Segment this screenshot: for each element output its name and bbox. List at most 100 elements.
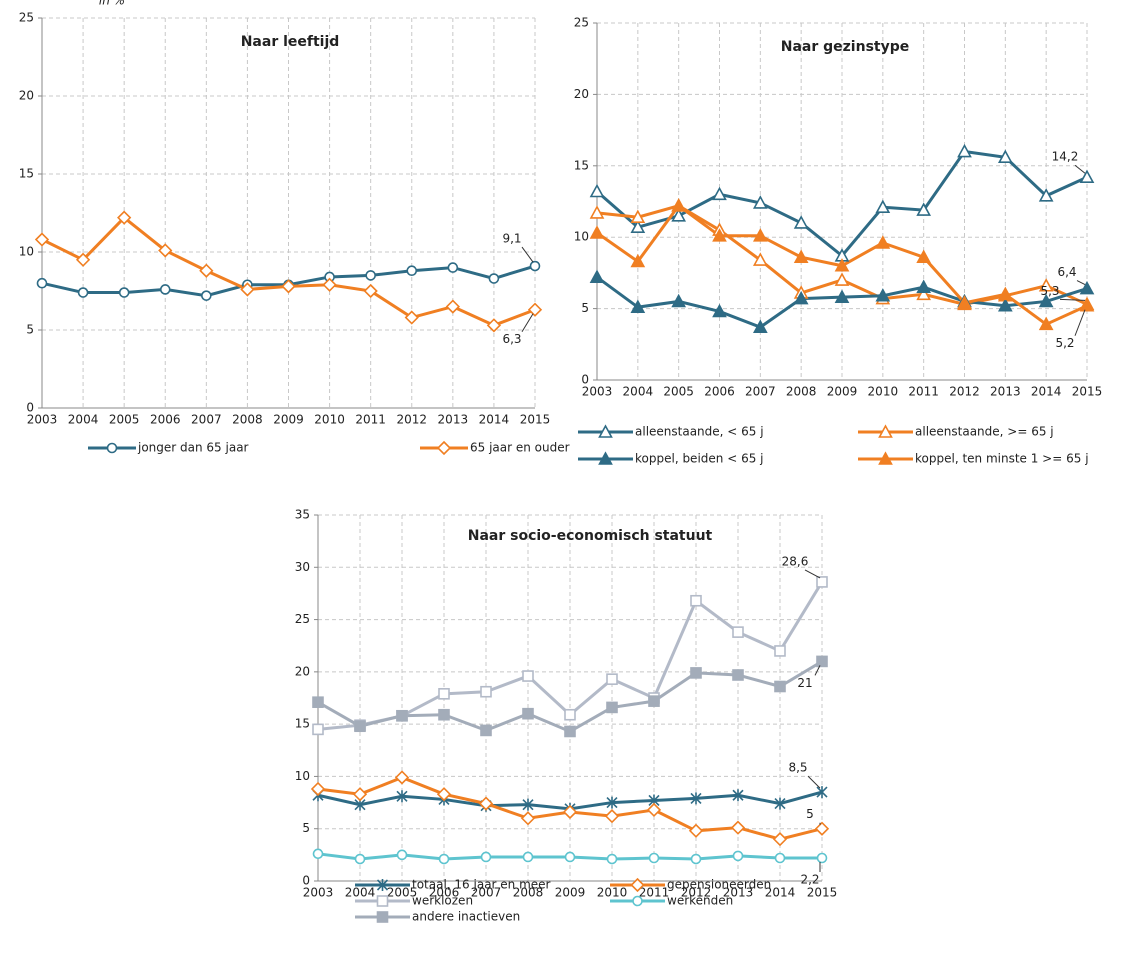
data-point — [730, 820, 746, 835]
data-point — [447, 262, 459, 273]
y-tick-label: 15 — [19, 167, 34, 181]
data-point — [916, 286, 932, 301]
x-tick-label: 2015 — [807, 886, 838, 900]
data-point — [562, 804, 578, 820]
y-tick-label: 5 — [581, 301, 589, 315]
data-point — [480, 724, 492, 737]
legend-marker — [376, 879, 389, 891]
data-point — [814, 821, 830, 836]
data-point — [589, 183, 605, 198]
data-point — [690, 667, 702, 679]
x-tick-label: 2007 — [745, 385, 776, 399]
y-tick-label: 10 — [19, 245, 34, 259]
label-leader — [521, 246, 534, 263]
data-point — [774, 797, 786, 810]
y-tick-label: 0 — [302, 874, 310, 888]
x-tick-label: 2008 — [232, 413, 263, 427]
x-tick-label: 2005 — [109, 413, 140, 427]
data-point — [957, 295, 972, 309]
data-point — [1038, 278, 1054, 292]
legend-label: alleenstaande, < 65 j — [635, 425, 764, 439]
data-point — [117, 210, 132, 225]
data-label: 28,6 — [782, 554, 809, 568]
chart-title: Naar leeftijd — [241, 34, 340, 50]
data-point — [834, 289, 850, 303]
data-label: 8,5 — [788, 761, 807, 775]
legend-marker — [878, 451, 893, 465]
x-tick-label: 2015 — [520, 413, 551, 427]
legend-marker — [632, 895, 643, 907]
data-point — [522, 707, 534, 720]
x-tick-label: 2012 — [681, 886, 712, 900]
x-tick-label: 2005 — [663, 385, 694, 399]
legend-label: 65 jaar en ouder — [470, 441, 570, 455]
y-tick-label: 20 — [19, 89, 34, 103]
label-leader — [1074, 164, 1086, 174]
legend-marker — [436, 440, 452, 456]
data-point — [712, 186, 727, 201]
legend-marker — [598, 424, 613, 438]
data-point — [774, 645, 786, 657]
y-tick-label: 15 — [295, 717, 310, 731]
x-tick-label: 2012 — [396, 413, 427, 427]
data-point — [478, 796, 494, 811]
data-point — [75, 252, 91, 267]
data-point — [816, 852, 828, 864]
data-point — [834, 258, 850, 272]
data-point — [322, 277, 337, 292]
data-point — [1079, 298, 1095, 312]
data-point — [671, 293, 687, 308]
legend-marker — [376, 895, 389, 907]
data-label: 21 — [797, 676, 812, 690]
x-tick-label: 2004 — [623, 385, 654, 399]
label-leader — [807, 775, 821, 789]
x-tick-label: 2003 — [582, 385, 613, 399]
legend-label: gepensioneerden — [667, 878, 771, 892]
x-tick-label: 2007 — [191, 413, 222, 427]
data-point — [630, 299, 646, 313]
data-point — [199, 263, 214, 278]
x-tick-label: 2005 — [387, 886, 418, 900]
data-point — [752, 319, 768, 333]
data-point — [732, 850, 744, 862]
x-tick-label: 2013 — [438, 413, 469, 427]
data-point — [793, 215, 809, 229]
data-point — [438, 688, 450, 700]
data-point — [732, 789, 744, 802]
data-label: 6,4 — [1057, 265, 1076, 279]
data-point — [312, 696, 324, 708]
data-point — [445, 299, 460, 314]
y-tick-label: 15 — [574, 158, 589, 172]
data-point — [1038, 316, 1054, 331]
legend-marker — [630, 877, 645, 893]
data-label: 9,1 — [502, 232, 521, 246]
label-leader — [521, 313, 534, 332]
y-tick-label: 10 — [295, 769, 310, 783]
data-point — [1079, 280, 1095, 295]
data-point — [793, 290, 809, 305]
data-label: 6,3 — [502, 332, 521, 346]
data-point — [529, 260, 541, 272]
legend-label: werklozen — [412, 894, 473, 908]
y-tick-label: 0 — [581, 373, 589, 387]
data-point — [997, 149, 1013, 164]
data-point — [712, 303, 727, 318]
x-tick-label: 2011 — [908, 385, 939, 399]
data-point — [354, 720, 366, 733]
data-point — [604, 809, 620, 824]
data-point — [774, 680, 786, 693]
data-point — [480, 685, 492, 698]
data-point — [564, 851, 576, 863]
data-point — [480, 851, 492, 863]
x-tick-label: 2004 — [68, 413, 99, 427]
legend-label: jonger dan 65 jaar — [137, 441, 249, 455]
x-tick-label: 2011 — [355, 413, 386, 427]
x-tick-label: 2013 — [990, 385, 1021, 399]
data-point — [648, 695, 660, 707]
data-point — [752, 228, 768, 242]
x-tick-label: 2003 — [303, 886, 334, 900]
x-tick-label: 2012 — [949, 385, 980, 399]
label-leader — [804, 569, 821, 579]
data-point — [396, 849, 408, 861]
data-point — [690, 853, 702, 865]
